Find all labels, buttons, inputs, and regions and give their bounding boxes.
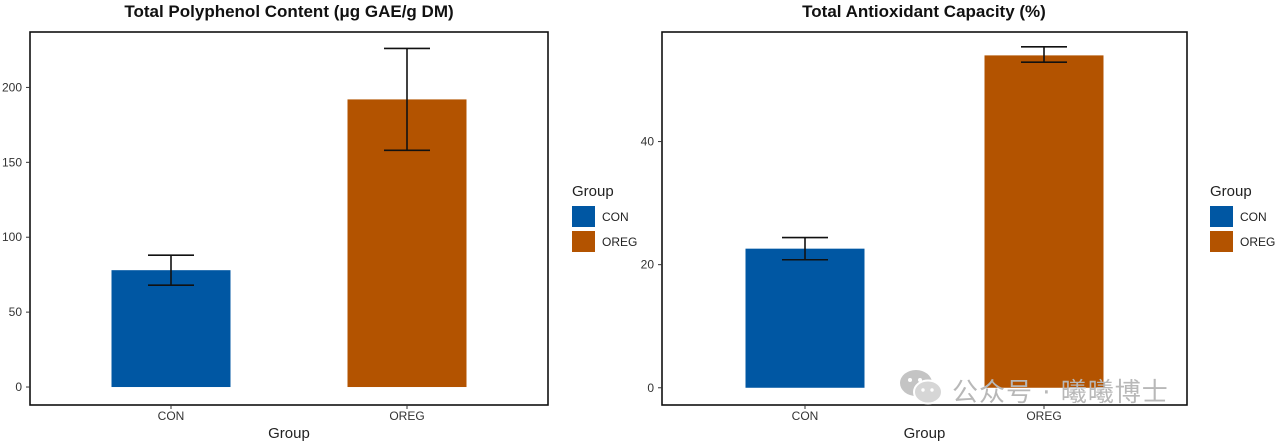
x-tick-label: CON [158,409,185,423]
y-tick-label: 40 [641,135,655,149]
y-tick-label: 100 [2,230,22,244]
x-axis-label: Group [268,425,310,442]
chart-title: Total Polyphenol Content (μg GAE/g DM) [124,2,453,21]
legend-label: CON [1240,210,1267,224]
legend-swatch-con [1210,206,1233,227]
legend-swatch-oreg [572,231,595,252]
legend-label: OREG [1240,235,1275,249]
y-tick-label: 150 [2,155,22,169]
y-tick-label: 200 [2,80,22,94]
legend-label: CON [602,210,629,224]
x-tick-label: OREG [1026,409,1061,423]
bar-con [111,270,231,388]
legend-title: Group [572,183,614,200]
bar-oreg [984,55,1104,388]
watermark-text: 公众号 · 曦曦博士 [952,378,1169,408]
plot-frame [29,31,549,406]
x-tick-label: CON [792,409,819,423]
legend-label: OREG [602,235,637,249]
wechat-icon [898,366,944,408]
bar-con [745,248,865,388]
y-tick-label: 20 [641,258,655,272]
error-bar-con [782,236,828,261]
plot-frame [661,31,1188,406]
y-tick-label: 50 [9,305,23,319]
y-tick-label: 0 [647,381,654,395]
legend-title: Group [1210,183,1252,200]
error-bar-con [148,254,194,286]
x-tick-label: OREG [389,409,424,423]
chart-title: Total Antioxidant Capacity (%) [802,2,1046,21]
legend-swatch-oreg [1210,231,1233,252]
x-axis-label: Group [904,425,946,442]
y-tick-label: 0 [15,380,22,394]
legend-swatch-con [572,206,595,227]
error-bar-oreg [384,47,430,152]
error-bar-oreg [1021,45,1067,63]
